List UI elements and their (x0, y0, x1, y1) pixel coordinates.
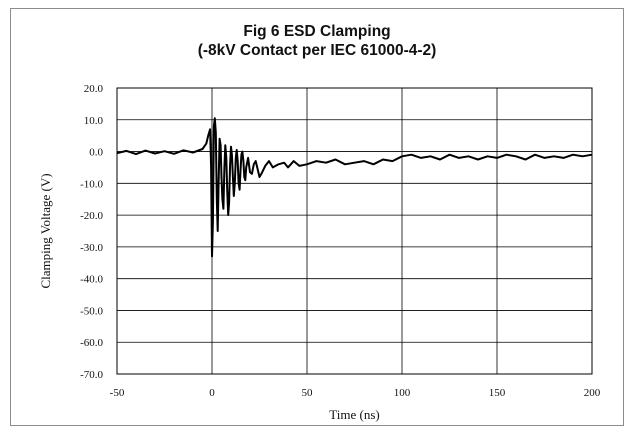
y-tick-label: -50.0 (80, 305, 103, 317)
x-tick-label: 100 (394, 387, 411, 399)
y-axis-title: Clamping Voltage (V) (38, 173, 53, 288)
y-tick-label: -10.0 (80, 178, 103, 190)
y-tick-label: 10.0 (84, 115, 104, 127)
x-tick-labels: -50 0 50 100 150 200 (110, 387, 601, 399)
y-tick-label: 0.0 (89, 147, 103, 159)
y-tick-label: -70.0 (80, 369, 103, 381)
chart-title-block: Fig 6 ESD Clamping (-8kV Contact per IEC… (10, 22, 624, 60)
x-tick-label: 0 (209, 387, 215, 399)
y-tick-label: -40.0 (80, 274, 103, 286)
clamping-voltage-line (116, 117, 593, 258)
y-tick-label: 20.0 (84, 83, 104, 95)
y-tick-labels: 20.0 10.0 0.0 -10.0 -20.0 -30.0 -40.0 -50.0 -60.… (80, 83, 103, 381)
chart-subtitle: (-8kV Contact per IEC 61000-4-2) (197, 42, 437, 59)
chart-title: Fig 6 ESD Clamping (243, 23, 391, 40)
x-axis-title: Time (ns) (329, 407, 379, 422)
x-tick-label: -50 (110, 387, 125, 399)
y-tick-label: -60.0 (80, 337, 103, 349)
y-tick-label: -20.0 (80, 210, 103, 222)
x-tick-label: 50 (302, 387, 314, 399)
plot-area (116, 87, 593, 375)
y-tick-label: -30.0 (80, 242, 103, 254)
x-tick-label: 150 (489, 387, 506, 399)
plot-border (116, 87, 593, 375)
x-tick-label: 200 (584, 387, 601, 399)
